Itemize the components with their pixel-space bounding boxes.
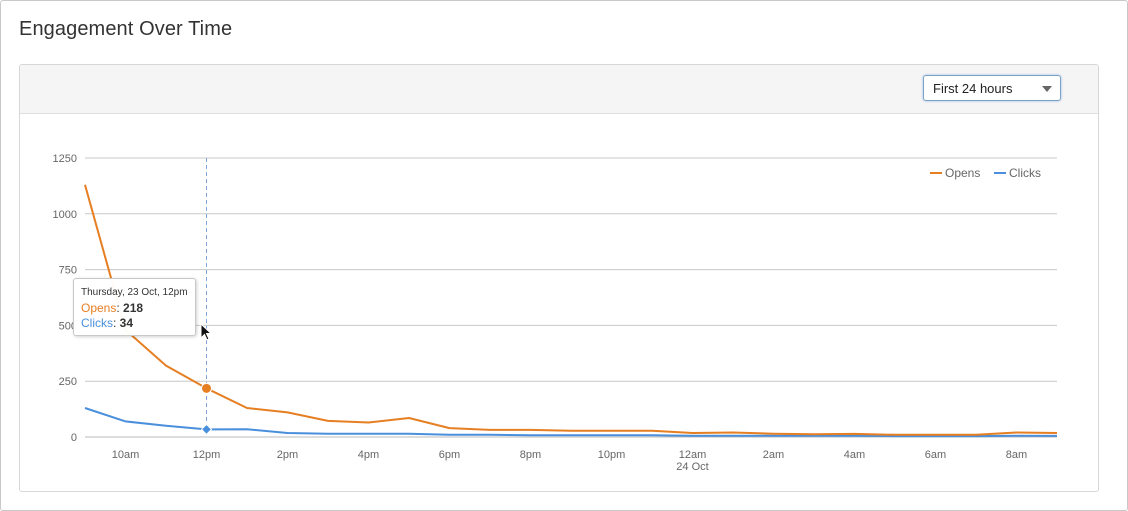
page-title: Engagement Over Time [19,18,233,40]
time-range-select[interactable]: First 24 hours [923,75,1061,101]
x-tick-label: 8am [1006,449,1027,461]
chevron-down-icon [1042,86,1052,92]
y-tick-label: 500 [59,320,77,332]
opens-hover-marker [201,382,212,394]
tooltip-clicks-row: Clicks: 34 [81,316,134,330]
x-tick-label: 4pm [358,449,379,461]
y-tick-label: 1250 [53,153,77,165]
x-tick-label: 12pm [193,449,221,461]
chart-panel: First 24 hours [19,64,1099,492]
legend-label-clicks: Clicks [1009,166,1041,180]
mouse-cursor-icon [200,323,213,341]
tooltip-opens-row: Opens: 218 [81,301,144,315]
tooltip-opens-value: 218 [123,301,144,315]
x-tick-label: 10pm [598,449,626,461]
x-tick-label: 6pm [439,449,460,461]
x-tick-label: 6am [925,449,946,461]
tooltip-clicks-value: 34 [119,316,134,330]
tooltip-clicks-label: Clicks [81,316,113,330]
x-tick-label: 4am [844,449,865,461]
x-tick-label: 2pm [277,449,298,461]
x-tick-sublabel: 24 Oct [676,461,708,473]
y-tick-label: 750 [59,265,77,277]
chart-panel-header: First 24 hours [20,65,1098,114]
series-line-opens [84,184,1058,436]
x-tick-label: 10am [112,449,140,461]
time-range-select-value: First 24 hours [933,81,1013,96]
clicks-hover-marker [200,423,213,436]
x-tick-label: 8pm [520,449,541,461]
series-line-clicks [84,407,1058,438]
tooltip-header: Thursday, 23 Oct, 12pm [81,287,188,298]
legend-label-opens: Opens [945,166,980,180]
x-tick-label: 2am [763,449,784,461]
y-tick-label: 250 [59,376,77,388]
x-tick-label: 12am [679,449,707,461]
y-tick-label: 0 [71,432,77,444]
tooltip-opens-label: Opens [81,301,117,315]
chart-tooltip: Thursday, 23 Oct, 12pm Opens: 218 Clicks… [73,278,196,336]
y-tick-label: 1000 [53,209,77,221]
